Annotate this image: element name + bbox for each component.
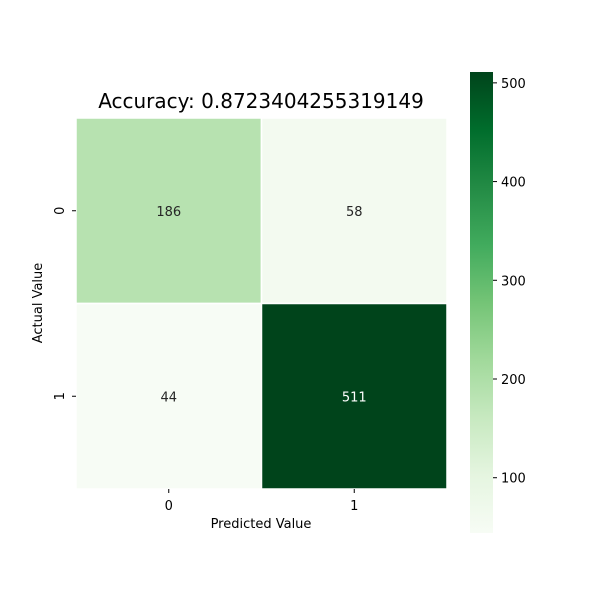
- heatmap-cell-r1-c0: [75, 302, 263, 490]
- heatmap-cell-r0-c1: [260, 117, 448, 305]
- heatmap-cells: [75, 117, 448, 490]
- x-axis-label: Predicted Value: [211, 517, 312, 532]
- cell-value-label: 511: [342, 390, 367, 405]
- colorbar-tick-label: 300: [501, 274, 526, 289]
- cell-value-label: 186: [156, 205, 181, 220]
- y-axis-ticks: 01: [53, 207, 76, 400]
- colorbar-tick-label: 400: [501, 176, 526, 191]
- colorbar-ticks: 100 200 300 400 500: [493, 77, 526, 487]
- y-tick-label: 0: [53, 207, 68, 215]
- y-axis-label: Actual Value: [31, 263, 46, 344]
- y-tick-label: 1: [53, 392, 68, 400]
- x-tick-label: 1: [350, 499, 358, 514]
- cell-value-label: 58: [346, 205, 363, 220]
- colorbar-tick-label: 200: [501, 373, 526, 388]
- heatmap-cell-r1-c1: [260, 302, 448, 490]
- colorbar-tick-label: 100: [501, 472, 526, 487]
- colorbar: [470, 72, 493, 533]
- x-tick-label: 0: [165, 499, 173, 514]
- heatmap-cell-r0-c0: [75, 117, 263, 305]
- chart-title: Accuracy: 0.8723404255319149: [98, 89, 424, 113]
- cell-value-label: 44: [160, 390, 177, 405]
- heatmap-cell-labels: 186 58 44 511: [156, 205, 366, 406]
- colorbar-tick-label: 500: [501, 77, 526, 92]
